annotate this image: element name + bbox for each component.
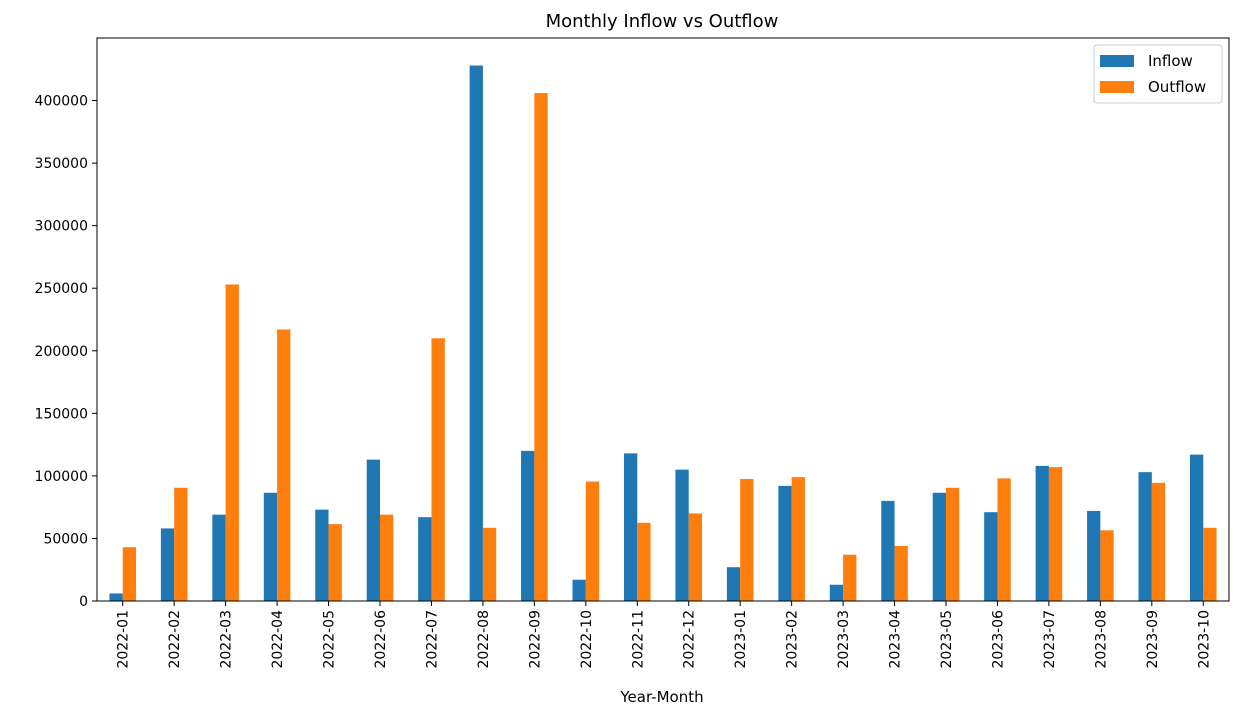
inflow-bar: [778, 485, 792, 601]
x-tick-label: 2023-08: [1093, 610, 1109, 669]
outflow-bar: [380, 514, 394, 601]
outflow-bar: [791, 477, 805, 601]
x-tick-label: 2022-12: [682, 610, 698, 669]
x-axis: 2022-01 2022-02 2022-03 2022-04 2022-05 2022-…: [116, 601, 1212, 669]
outflow-bar: [997, 478, 1011, 601]
chart-title: Monthly Inflow vs Outflow: [546, 11, 779, 32]
x-tick-label: 2023-07: [1042, 610, 1058, 669]
x-tick-label: 2022-10: [579, 610, 595, 669]
outflow-bar: [328, 524, 342, 601]
inflow-bar: [469, 65, 483, 602]
outflow-bar: [1048, 467, 1063, 601]
inflow-bar: [1087, 510, 1101, 601]
inflow-bar: [675, 469, 689, 601]
outflow-bar: [225, 284, 239, 601]
outflow-bar: [431, 338, 445, 601]
inflow-bar: [1035, 465, 1049, 601]
plot-frame: [96, 37, 1230, 602]
legend: Inflow Outflow: [1093, 44, 1223, 104]
outflow-bar: [585, 481, 600, 601]
inflow-bar: [109, 593, 123, 601]
outflow-bar: [482, 527, 497, 601]
inflow-bar: [366, 459, 380, 601]
y-tick-label: 400000: [35, 94, 88, 110]
x-tick-label: 2023-04: [888, 610, 904, 669]
outflow-bar: [174, 487, 188, 601]
y-tick-label: 350000: [35, 156, 88, 172]
legend-label-inflow: Inflow: [1148, 52, 1193, 70]
inflow-bar: [521, 450, 535, 601]
outflow-bar: [277, 329, 291, 601]
legend-swatch-outflow: [1100, 81, 1134, 93]
inflow-bar: [932, 492, 946, 601]
x-tick-label: 2022-03: [219, 610, 235, 669]
outflow-bar: [1203, 527, 1217, 601]
inflow-bar: [881, 500, 895, 601]
y-tick-label: 0: [79, 594, 88, 610]
x-tick-label: 2022-09: [527, 610, 543, 669]
x-tick-label: 2023-10: [1196, 610, 1212, 669]
x-tick-label: 2023-03: [836, 610, 852, 669]
y-tick-label: 200000: [35, 344, 88, 360]
outflow-bar: [637, 522, 651, 601]
outflow-bar: [740, 479, 754, 601]
x-tick-label: 2023-05: [939, 610, 955, 669]
inflow-bar: [726, 567, 741, 601]
x-tick-label: 2023-09: [1145, 610, 1161, 669]
outflow-bar: [122, 547, 137, 601]
x-tick-label: 2022-02: [167, 610, 183, 669]
outflow-bar: [1151, 482, 1166, 601]
inflow-bar: [418, 517, 432, 601]
x-tick-label: 2023-06: [990, 610, 1006, 669]
y-tick-label: 50000: [43, 531, 88, 547]
y-tick-label: 300000: [35, 219, 88, 235]
inflow-bar: [623, 453, 638, 601]
outflow-bar: [843, 554, 857, 601]
x-tick-label: 2023-02: [785, 610, 801, 669]
y-axis: 0 50000 100000 150000 200000 250000 300000 3500…: [35, 94, 97, 610]
x-tick-label: 2022-11: [630, 610, 646, 669]
x-tick-label: 2023-01: [733, 610, 749, 669]
x-axis-label: Year-Month: [619, 688, 703, 706]
inflow-bar: [160, 528, 175, 601]
outflow-bar: [946, 487, 960, 601]
inflow-bar: [315, 509, 329, 601]
outflow-bar: [688, 513, 703, 601]
inflow-bar: [263, 492, 278, 601]
inflow-bar: [1189, 454, 1204, 601]
legend-swatch-inflow: [1100, 55, 1134, 67]
y-tick-label: 100000: [35, 469, 88, 485]
outflow-bar: [534, 93, 548, 601]
inflow-bar: [984, 512, 998, 601]
x-tick-label: 2022-05: [322, 610, 338, 669]
x-tick-label: 2022-01: [116, 610, 132, 669]
x-tick-label: 2022-04: [270, 610, 286, 669]
x-tick-label: 2022-07: [424, 610, 440, 669]
outflow-bar: [894, 545, 908, 601]
y-tick-label: 250000: [35, 281, 88, 297]
outflow-bar: [1100, 530, 1114, 601]
y-tick-label: 150000: [35, 406, 88, 422]
x-tick-label: 2022-08: [476, 610, 492, 669]
inflow-bar: [212, 514, 226, 601]
inflow-bar: [829, 584, 844, 601]
inflow-bar: [572, 579, 586, 601]
inflow-bar: [1138, 472, 1152, 601]
x-tick-label: 2022-06: [373, 610, 389, 669]
legend-label-outflow: Outflow: [1148, 78, 1206, 96]
bars-group: [109, 65, 1217, 602]
